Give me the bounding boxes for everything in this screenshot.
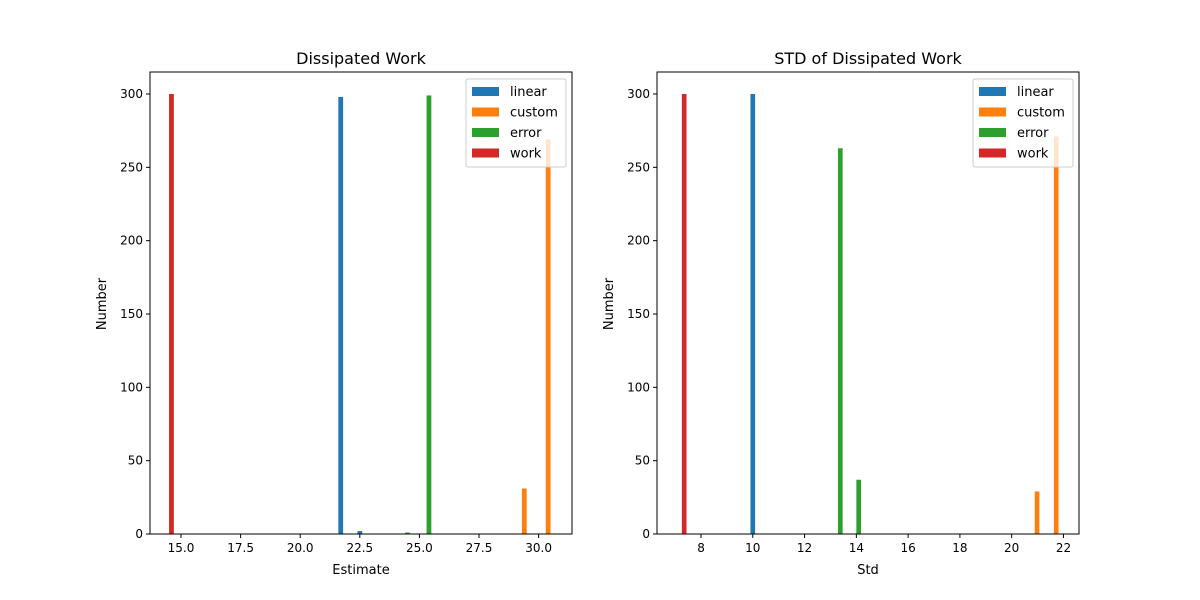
bar-work [681, 94, 687, 534]
bar-work [169, 94, 174, 534]
legend: linear custom error work [972, 78, 1074, 168]
y-tick-label: 300 [627, 87, 650, 101]
legend-label: error [510, 126, 542, 141]
legend-swatch [472, 128, 499, 137]
x-tick-label: 10 [745, 541, 760, 555]
bar-error [405, 532, 410, 534]
chart-std-dissipated-work: STD of Dissipated Work Std Number 8 10 12 1… [602, 49, 1080, 578]
x-tick-label: 20 [1004, 541, 1019, 555]
chart-title: STD of Dissipated Work [774, 49, 962, 68]
x-tick-label: 30.0 [525, 541, 552, 555]
legend-label: custom [1017, 106, 1065, 121]
y-tick-label: 0 [135, 527, 143, 541]
x-tick-label: 20.0 [287, 541, 314, 555]
y-tick-label: 0 [642, 527, 650, 541]
y-tick-label: 50 [128, 454, 143, 468]
legend-swatch [979, 128, 1006, 137]
x-tick-label: 22.5 [346, 541, 373, 555]
legend-swatch [472, 148, 499, 158]
x-tick-label: 12 [797, 541, 812, 555]
bar-linear [750, 94, 756, 534]
y-tick-label: 250 [120, 160, 143, 174]
y-tick-label: 250 [627, 160, 650, 174]
plot-frame [149, 71, 573, 535]
legend-swatch [979, 148, 1006, 158]
y-tick-label: 100 [627, 380, 650, 394]
y-ticks: 0 50 100 150 200 250 300 [120, 87, 150, 541]
x-tick-label: 18 [952, 541, 967, 555]
y-tick-label: 200 [627, 234, 650, 248]
x-tick-label: 17.5 [227, 541, 254, 555]
legend-label: custom [510, 106, 558, 121]
legend-label: linear [1017, 85, 1054, 100]
x-tick-label: 14 [849, 541, 864, 555]
bar-error [426, 95, 432, 534]
bars [681, 94, 1059, 535]
y-axis-label: Number [602, 277, 617, 330]
y-tick-label: 50 [635, 454, 650, 468]
y-tick-label: 150 [120, 307, 143, 321]
x-tick-label: 8 [697, 541, 705, 555]
legend-label: work [1017, 147, 1049, 162]
y-tick-label: 300 [120, 87, 143, 101]
x-ticks: 15.0 17.5 20.0 22.5 25.0 27.5 30.0 [168, 534, 552, 555]
bar-custom [521, 488, 527, 534]
legend-label: linear [510, 85, 547, 100]
y-tick-label: 150 [627, 307, 650, 321]
y-tick-label: 200 [120, 234, 143, 248]
bars [169, 94, 551, 534]
plot-frame [656, 71, 1080, 535]
chart-dissipated-work: Dissipated Work Estimate Number 15.0 17.5… [95, 49, 573, 578]
y-axis-label: Number [95, 277, 110, 330]
bar-custom [1034, 491, 1040, 534]
bar-linear [357, 531, 363, 534]
x-axis-label: Std [857, 563, 879, 578]
legend-label: work [510, 147, 542, 162]
y-ticks: 0 50 100 150 200 250 300 [627, 87, 657, 541]
x-tick-label: 25.0 [406, 541, 433, 555]
chart-title: Dissipated Work [296, 49, 426, 68]
legend-box [972, 78, 1074, 168]
bar-linear [338, 96, 344, 534]
x-axis-label: Estimate [332, 563, 389, 578]
bar-error [837, 148, 843, 534]
legend-swatch [979, 107, 1006, 117]
x-tick-label: 27.5 [466, 541, 493, 555]
legend-swatch [472, 87, 499, 96]
x-ticks: 8 10 12 14 16 18 20 22 [697, 534, 1071, 555]
y-tick-label: 100 [120, 380, 143, 394]
legend-label: error [1017, 126, 1049, 141]
legend-swatch [472, 107, 499, 117]
bar-custom [545, 139, 551, 534]
legend-swatch [979, 87, 1006, 96]
legend-box [465, 78, 567, 168]
x-tick-label: 15.0 [168, 541, 195, 555]
bar-error [856, 479, 862, 534]
legend: linear custom error work [465, 78, 567, 168]
x-tick-label: 16 [900, 541, 915, 555]
x-tick-label: 22 [1056, 541, 1071, 555]
bar-custom [1053, 136, 1059, 535]
